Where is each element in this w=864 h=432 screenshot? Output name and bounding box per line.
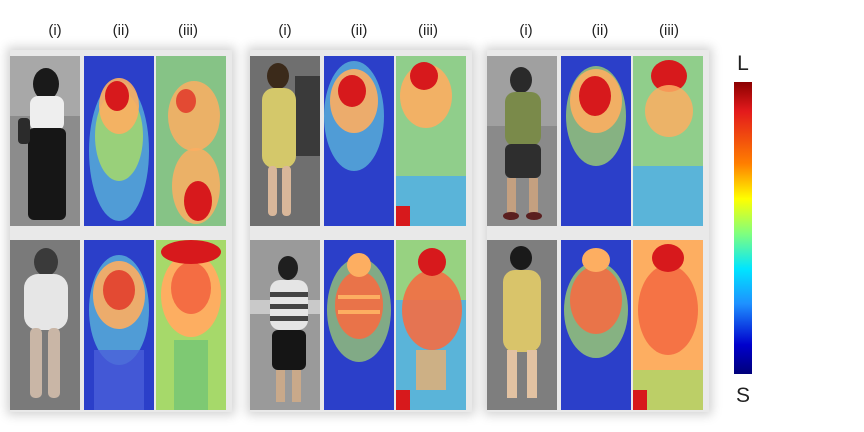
heatmap-model-b-g3-bottom [633,240,703,410]
colorbar [734,82,752,374]
example-group-1 [10,50,232,412]
col-label-3-i: (i) [519,22,533,39]
photo-tile-g3-bottom [487,240,557,410]
person-photo [250,240,320,410]
col-label-1-ii: (ii) [112,22,130,39]
heatmap-model-b-g2-top [396,56,466,226]
col-label-3-ii: (ii) [591,22,609,39]
colorbar-top-label: L [737,52,749,75]
heatmap-model-a-g2-top [324,56,394,226]
col-label-1-i: (i) [48,22,62,39]
heatmap-model-a-g1-bottom [84,240,154,410]
person-photo [487,56,557,226]
example-group-2 [250,50,472,412]
photo-tile-g3-top [487,56,557,226]
heatmap-model-a-g2-bottom [324,240,394,410]
heatmap-model-b-g3-top [633,56,703,226]
person-photo [10,240,80,410]
heatmap-model-a-g1-top [84,56,154,226]
photo-tile-g2-top [250,56,320,226]
photo-tile-g2-bottom [250,240,320,410]
colorbar-bottom-label: S [735,384,750,407]
person-photo [487,240,557,410]
heatmap-model-b-g1-bottom [156,240,226,410]
person-photo [10,56,80,226]
example-group-3 [487,50,709,412]
col-label-2-i: (i) [278,22,292,39]
heatmap-model-a-g3-bottom [561,240,631,410]
heatmap-model-b-g2-bottom [396,240,466,410]
person-photo [250,56,320,226]
photo-tile-g1-bottom [10,240,80,410]
heatmap-model-a-g3-top [561,56,631,226]
photo-tile-g1-top [10,56,80,226]
col-label-1-iii: (iii) [178,22,198,39]
col-label-3-iii: (iii) [659,22,679,39]
col-label-2-ii: (ii) [350,22,368,39]
col-label-2-iii: (iii) [418,22,438,39]
heatmap-model-b-g1-top [156,56,226,226]
